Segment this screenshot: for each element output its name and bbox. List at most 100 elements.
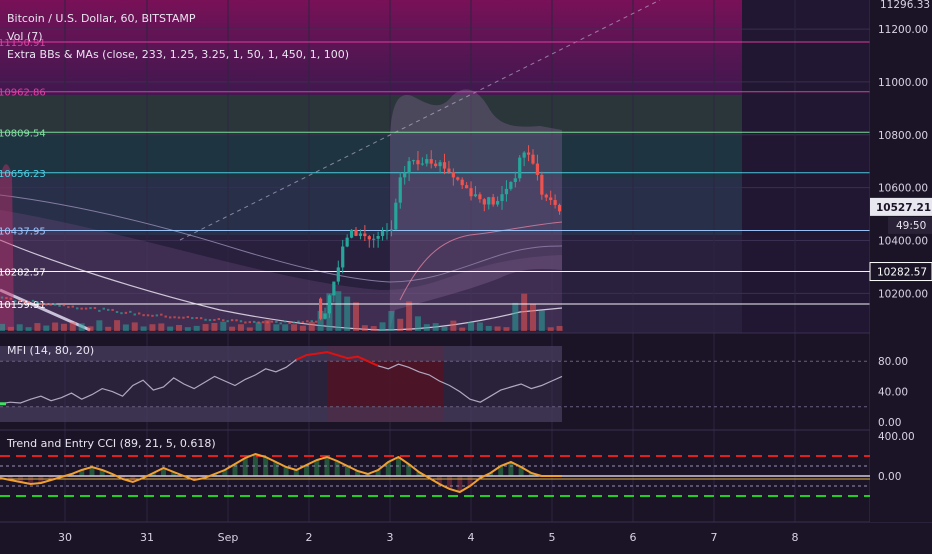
volume-bar — [140, 326, 147, 331]
inner-bollinger-band — [390, 89, 562, 330]
cci-histogram-bar — [304, 465, 310, 476]
price-axis[interactable]: 11200.00 11000.00 10800.00 10600.00 10400.00… — [869, 0, 932, 522]
candle-body — [403, 172, 407, 178]
mfi-indicator-label[interactable]: MFI (14, 80, 20) — [7, 344, 94, 357]
fib-level-label[interactable]: 10809.54 — [0, 128, 46, 139]
volume-indicator-label[interactable]: Vol (7) — [7, 30, 43, 43]
candle-body — [544, 194, 548, 198]
candle-body — [526, 152, 531, 155]
candle-body — [199, 317, 203, 320]
cci-histogram-bar — [242, 458, 248, 476]
fib-zone-blue — [0, 177, 742, 235]
candle-body — [257, 321, 260, 324]
current-price-label: 10527.21 — [876, 202, 931, 214]
candle-body — [288, 321, 291, 324]
cci-indicator-label[interactable]: Trend and Entry CCI (89, 21, 5, 0.618) — [6, 437, 216, 450]
candle-body — [540, 174, 544, 195]
candle-body — [244, 321, 247, 324]
candle-body — [549, 197, 553, 201]
candle-body — [62, 304, 66, 307]
volume-bar — [468, 322, 475, 331]
candle-body — [531, 154, 535, 164]
candle-body — [195, 317, 198, 320]
volume-bar — [34, 323, 41, 331]
candle-body — [372, 238, 376, 240]
cci-histogram-bar — [150, 473, 156, 476]
cci-histogram-bar — [48, 476, 54, 480]
candle-body — [447, 168, 451, 173]
fib-level-label[interactable]: 10282.57 — [0, 268, 46, 279]
fib-level-label[interactable]: 10962.86 — [0, 88, 46, 99]
volume-bar — [379, 322, 386, 331]
outer-band-line — [0, 194, 563, 283]
candle-body — [102, 307, 105, 310]
cci-histogram-bar — [273, 462, 279, 476]
cci-histogram-bar — [355, 471, 361, 476]
volume-bar — [60, 323, 67, 331]
candle-body — [513, 178, 517, 182]
candle-body — [177, 316, 181, 319]
candle-body — [429, 159, 433, 164]
cci-histogram-bar — [314, 460, 320, 476]
candle-body — [389, 229, 393, 231]
cci-line — [0, 452, 562, 494]
symbol-title[interactable]: Bitcoin / U.S. Dollar, 60, BITSTAMP — [7, 12, 196, 25]
candle-body — [349, 229, 354, 238]
mfi-line — [0, 351, 563, 405]
volume-bar — [370, 326, 377, 331]
fib-level-label[interactable]: 10656.23 — [0, 169, 46, 180]
volume-bar — [237, 324, 244, 331]
cci-histogram-bar — [160, 468, 166, 476]
candle-body — [14, 300, 17, 303]
cci-pane — [0, 452, 870, 497]
candle-body — [465, 185, 469, 189]
volume-bar — [52, 322, 59, 331]
candle-body — [53, 303, 57, 306]
candle-body — [40, 303, 44, 306]
fib-level-label[interactable]: 10437.95 — [0, 226, 46, 237]
fib-level-label[interactable]: 10159.91 — [0, 300, 46, 311]
volume-bar — [149, 324, 156, 331]
cci-histogram-bar — [334, 461, 340, 476]
cci-histogram-bar — [191, 476, 197, 480]
outer-band-lower — [0, 210, 562, 330]
volume-bar — [220, 321, 227, 331]
volume-bar — [202, 324, 209, 331]
candle-body — [217, 318, 221, 321]
candle-body — [98, 309, 101, 312]
candle-body — [306, 320, 309, 323]
candle-body — [557, 204, 562, 212]
overlay-indicator-label[interactable]: Extra BBs & MAs (close, 233, 1.25, 3.25,… — [7, 48, 349, 61]
candle-body — [314, 320, 318, 323]
cci-histogram-bar — [447, 476, 453, 489]
candle-body — [336, 267, 340, 282]
candle-body — [186, 315, 190, 318]
fib-levels: 11150.91 10962.86 10809.54 10656.23 10437.95… — [0, 38, 870, 311]
cci-histogram-bar — [99, 470, 105, 476]
candle-body — [133, 313, 136, 316]
time-tick-label: 4 — [468, 531, 475, 544]
cci-tick-label: 400.00 — [878, 431, 915, 443]
volume-bar — [423, 324, 430, 331]
cci-histogram-bar — [171, 472, 177, 476]
time-tick-label: 5 — [549, 531, 556, 544]
cci-tick-label: 0.00 — [878, 471, 901, 483]
fib-level-label[interactable]: 11150.91 — [0, 38, 46, 49]
cci-histogram-bar — [528, 473, 534, 476]
candle-body — [182, 316, 185, 319]
cci-histogram-bar — [293, 470, 299, 476]
volume-bar — [246, 327, 253, 331]
mfi-lower-zone — [0, 406, 562, 422]
cci-histogram-bar — [89, 467, 95, 476]
candle-body — [173, 316, 176, 319]
time-axis[interactable]: 30 31 Sep 2 3 4 5 6 7 8 — [58, 531, 799, 544]
candle-body — [155, 314, 159, 317]
candle-body — [438, 162, 442, 167]
candle-body — [376, 235, 380, 239]
candle-body — [5, 297, 8, 300]
candle-body — [327, 295, 332, 314]
volume-bar — [211, 322, 218, 331]
candle-body — [535, 163, 540, 175]
candle-body — [319, 298, 323, 319]
